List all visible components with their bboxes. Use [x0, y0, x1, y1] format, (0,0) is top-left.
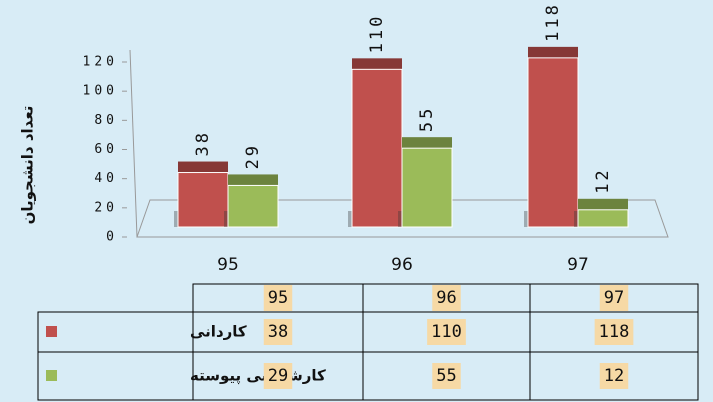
cell-highlight	[432, 285, 461, 311]
bar-cap	[578, 198, 628, 210]
table-cell: 96	[436, 288, 456, 308]
table-cell: 29	[268, 366, 288, 386]
cell-highlight	[594, 319, 634, 345]
x-tick-label: 97	[567, 255, 589, 275]
bar-cap	[352, 58, 402, 70]
table-cell: 118	[599, 322, 630, 342]
y-tick-label: 40	[94, 171, 118, 186]
bar	[177, 172, 229, 228]
x-tick-label: 95	[217, 255, 239, 275]
table-cell: 38	[268, 322, 288, 342]
y-axis-title: تعداد دانشجویان	[19, 106, 37, 225]
cell-highlight	[599, 363, 629, 389]
table-cell: 110	[431, 322, 462, 342]
bar-cap	[528, 46, 578, 58]
legend-label: کاردانی	[190, 323, 247, 341]
floor	[136, 199, 669, 238]
data-label: 55	[417, 106, 437, 132]
table-cell: 12	[604, 366, 624, 386]
data-label: 38	[193, 130, 213, 156]
y-tick-label: 80	[94, 113, 118, 128]
y-tick-label: 120	[83, 55, 118, 70]
legend-label: کارشناسی پیوسته	[190, 367, 326, 386]
cell-highlight	[263, 285, 293, 311]
table-frame	[37, 311, 194, 401]
y-tick-label: 100	[83, 84, 118, 99]
bar	[577, 209, 629, 228]
cell-highlight	[263, 319, 293, 345]
data-label: 118	[543, 2, 563, 42]
data-label: 29	[243, 143, 263, 169]
bar	[401, 147, 453, 228]
bar-cap	[402, 137, 452, 149]
cell-highlight	[599, 285, 629, 311]
legend-swatch	[46, 326, 57, 337]
cell-highlight	[427, 319, 466, 345]
bar	[227, 184, 279, 228]
bar-cap	[178, 161, 228, 173]
bar	[351, 68, 403, 228]
x-tick-label: 96	[391, 255, 413, 275]
bar	[527, 57, 579, 228]
y-tick-label: 60	[94, 142, 118, 157]
table-cell: 95	[268, 288, 288, 308]
table-cell: 55	[436, 366, 456, 386]
y-tick-label: 0	[106, 230, 118, 245]
cell-highlight	[432, 363, 461, 389]
legend-swatch	[46, 370, 57, 381]
table-cell: 97	[604, 288, 624, 308]
data-label: 12	[593, 167, 613, 193]
back-wall	[129, 49, 138, 238]
y-tick-label: 20	[94, 200, 118, 215]
cell-highlight	[263, 363, 293, 389]
bar-cap	[228, 174, 278, 186]
data-label: 110	[367, 14, 387, 54]
